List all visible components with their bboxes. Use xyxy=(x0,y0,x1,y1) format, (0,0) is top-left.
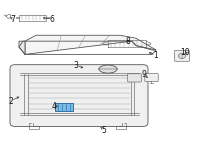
FancyBboxPatch shape xyxy=(55,103,73,111)
Text: 2: 2 xyxy=(9,97,13,106)
Text: 1: 1 xyxy=(154,51,158,60)
Text: 3: 3 xyxy=(74,61,78,70)
Text: 9: 9 xyxy=(142,70,146,80)
FancyBboxPatch shape xyxy=(174,50,190,61)
Text: 8: 8 xyxy=(126,37,130,46)
Polygon shape xyxy=(25,35,156,54)
Text: 5: 5 xyxy=(102,126,106,135)
Text: 7: 7 xyxy=(10,15,15,24)
Text: 6: 6 xyxy=(50,15,54,24)
Text: 4: 4 xyxy=(52,102,56,111)
Circle shape xyxy=(178,53,186,59)
FancyBboxPatch shape xyxy=(145,73,158,82)
FancyBboxPatch shape xyxy=(10,65,148,126)
Text: 10: 10 xyxy=(180,48,190,57)
FancyBboxPatch shape xyxy=(127,74,142,82)
Polygon shape xyxy=(19,41,25,54)
Ellipse shape xyxy=(99,65,117,73)
